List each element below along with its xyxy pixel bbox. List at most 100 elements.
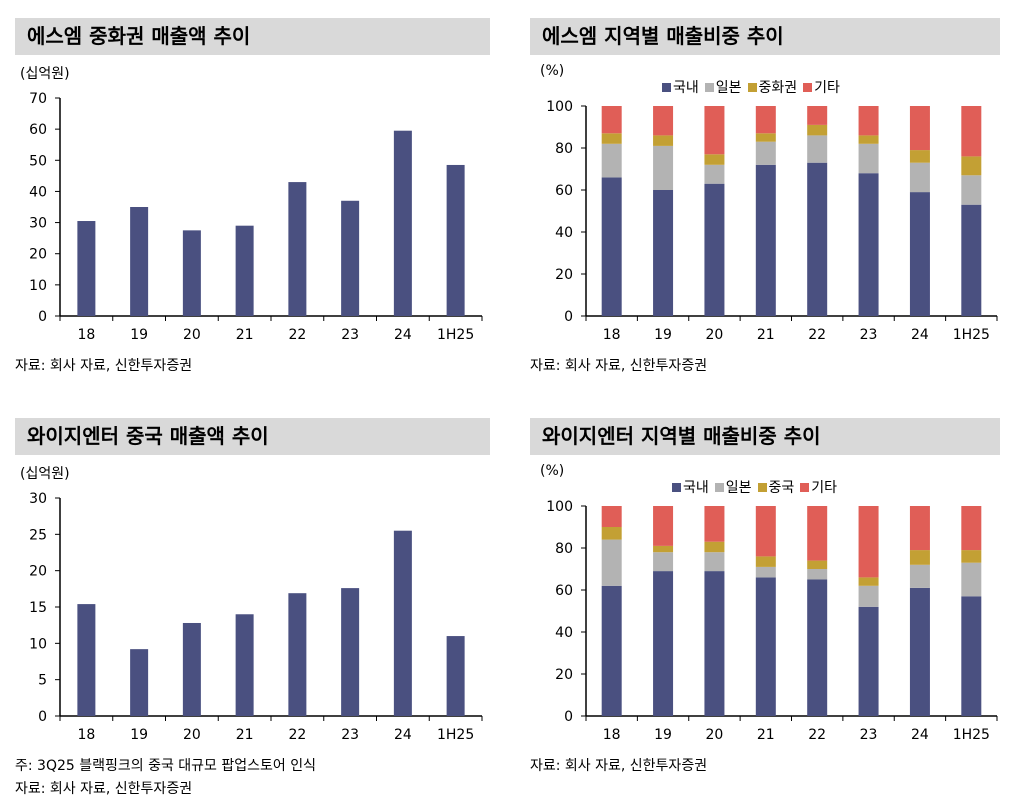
chart-2-bar-중화권-22 [807, 124, 828, 136]
chart-2-bar-일본-21 [755, 141, 776, 165]
chart-1-source: 자료: 회사 자료, 신한투자증권 [15, 358, 193, 374]
chart-3-title: 와이지엔터 중국 매출액 추이 [15, 418, 490, 455]
chart-4-bar-중국-22 [807, 560, 828, 569]
chart-1-x-tick-label: 20 [183, 327, 201, 343]
legend-item: 국내 [662, 77, 699, 97]
chart-2-source: 자료: 회사 자료, 신한투자증권 [530, 358, 708, 374]
legend-item: 중화권 [747, 77, 797, 97]
chart-3-bar-24 [393, 530, 412, 716]
chart-1-y-tick-label: 0 [38, 309, 47, 325]
chart-4-bar-일본-22 [807, 569, 828, 580]
chart-2-bar-중화권-21 [755, 133, 776, 142]
chart-2-bar-중화권-20 [704, 154, 725, 165]
chart-4-y-tick-label: 20 [555, 667, 573, 683]
chart-3-bar-18 [77, 604, 96, 716]
chart-4-y-tick-label: 40 [555, 625, 573, 641]
chart-2-y-tick-label: 0 [564, 309, 573, 325]
chart-4-bar-기타-19 [653, 506, 674, 546]
chart-4-bar-국내-20 [704, 571, 725, 716]
chart-4-bar-중국-1H25 [961, 550, 982, 563]
chart-3-bar-22 [288, 593, 307, 716]
chart-4-bar-일본-1H25 [961, 562, 982, 597]
chart-4-y-tick-label: 80 [555, 541, 573, 557]
chart-2-bar-국내-24 [909, 192, 930, 316]
chart-3-x-tick-label: 24 [394, 727, 412, 743]
chart-1-x-tick-label: 18 [77, 327, 95, 343]
chart-4-bar-일본-24 [909, 564, 930, 588]
chart-1-bar-19 [130, 207, 149, 316]
chart-1-unit: (십억원) [20, 66, 70, 82]
chart-1-bar-23 [341, 200, 360, 316]
chart-4-bar-일본-20 [704, 552, 725, 572]
chart-4-bar-기타-1H25 [961, 506, 982, 551]
chart-2-x-tick-label: 21 [757, 327, 775, 343]
chart-4-bar-기타-20 [704, 506, 725, 542]
chart-4-unit: (%) [540, 463, 565, 479]
chart-2-bar-기타-24 [909, 106, 930, 151]
chart-1-x-tick-label: 23 [341, 327, 359, 343]
chart-3-y-tick-label: 25 [29, 527, 47, 543]
chart-4-bar-기타-21 [755, 506, 776, 557]
chart-4-bar-국내-21 [755, 577, 776, 716]
chart-2-bar-일본-18 [601, 143, 622, 178]
chart-1-title: 에스엠 중화권 매출액 추이 [15, 18, 490, 55]
chart-1-bar-22 [288, 182, 307, 316]
chart-4-bar-기타-24 [909, 506, 930, 551]
chart-2-unit: (%) [540, 63, 565, 79]
chart-4-x-tick-label: 18 [603, 727, 621, 743]
chart-2-bar-일본-22 [807, 135, 828, 163]
chart-4-bar-일본-21 [755, 566, 776, 578]
chart-2-y-tick-label: 40 [555, 225, 573, 241]
chart-4-bar-국내-18 [601, 585, 622, 716]
chart-4-bar-중국-18 [601, 527, 622, 540]
chart-2-bar-중화권-19 [653, 135, 674, 146]
chart-4-bar-중국-19 [653, 545, 674, 553]
chart-4-bar-국내-24 [909, 587, 930, 716]
chart-4-bar-중국-24 [909, 550, 930, 565]
chart-3-y-tick-label: 5 [38, 673, 47, 689]
chart-1-y-tick-label: 50 [29, 153, 47, 169]
chart-2-bar-국내-20 [704, 183, 725, 316]
chart-2-bar-국내-19 [653, 190, 674, 316]
chart-2-bar-중화권-23 [858, 135, 879, 144]
legend-item: 국내 [672, 477, 709, 497]
legend-item: 기타 [800, 477, 837, 497]
chart-4-y-tick-label: 100 [546, 499, 573, 515]
chart-3-bar-19 [130, 649, 149, 716]
chart-2-bar-중화권-1H25 [961, 156, 982, 176]
chart-2-x-tick-label: 1H25 [953, 327, 990, 343]
chart-3-y-tick-label: 10 [29, 636, 47, 652]
chart-2-bar-국내-18 [601, 177, 622, 316]
chart-4-x-tick-label: 19 [654, 727, 672, 743]
chart-2-bar-국내-1H25 [961, 204, 982, 316]
chart-2-bar-기타-1H25 [961, 106, 982, 157]
chart-4-x-tick-label: 24 [911, 727, 929, 743]
chart-2-y-tick-label: 100 [546, 99, 573, 115]
chart-3-bar-20 [182, 622, 201, 716]
chart-3-x-tick-label: 18 [77, 727, 95, 743]
chart-3-bar-21 [235, 614, 254, 716]
chart-2-bar-일본-20 [704, 164, 725, 184]
chart-1-bar-21 [235, 225, 254, 316]
chart-1-x-tick-label: 24 [394, 327, 412, 343]
chart-4-source: 자료: 회사 자료, 신한투자증권 [530, 758, 708, 774]
chart-1-x-tick-label: 21 [236, 327, 254, 343]
chart-4-bar-일본-19 [653, 552, 674, 572]
chart-2-x-tick-label: 19 [654, 327, 672, 343]
chart-2-x-tick-label: 18 [603, 327, 621, 343]
chart-2-bar-기타-19 [653, 106, 674, 136]
chart-3-y-tick-label: 30 [29, 491, 47, 507]
chart-1-bar-1H25 [446, 164, 465, 316]
chart-4-bar-기타-18 [601, 506, 622, 527]
chart-4-x-tick-label: 22 [808, 727, 826, 743]
chart-2-title: 에스엠 지역별 매출비중 추이 [530, 18, 1000, 55]
chart-2-x-tick-label: 23 [860, 327, 878, 343]
chart-2-bar-기타-21 [755, 106, 776, 134]
chart-1-y-tick-label: 60 [29, 122, 47, 138]
chart-3-note: 주: 3Q25 블랙핑크의 중국 대규모 팝업스토어 인식 [15, 758, 316, 774]
chart-2-bar-기타-23 [858, 106, 879, 136]
chart-4-y-tick-label: 0 [564, 709, 573, 725]
chart-3-unit: (십억원) [20, 466, 70, 482]
chart-3-bar-23 [341, 588, 360, 716]
